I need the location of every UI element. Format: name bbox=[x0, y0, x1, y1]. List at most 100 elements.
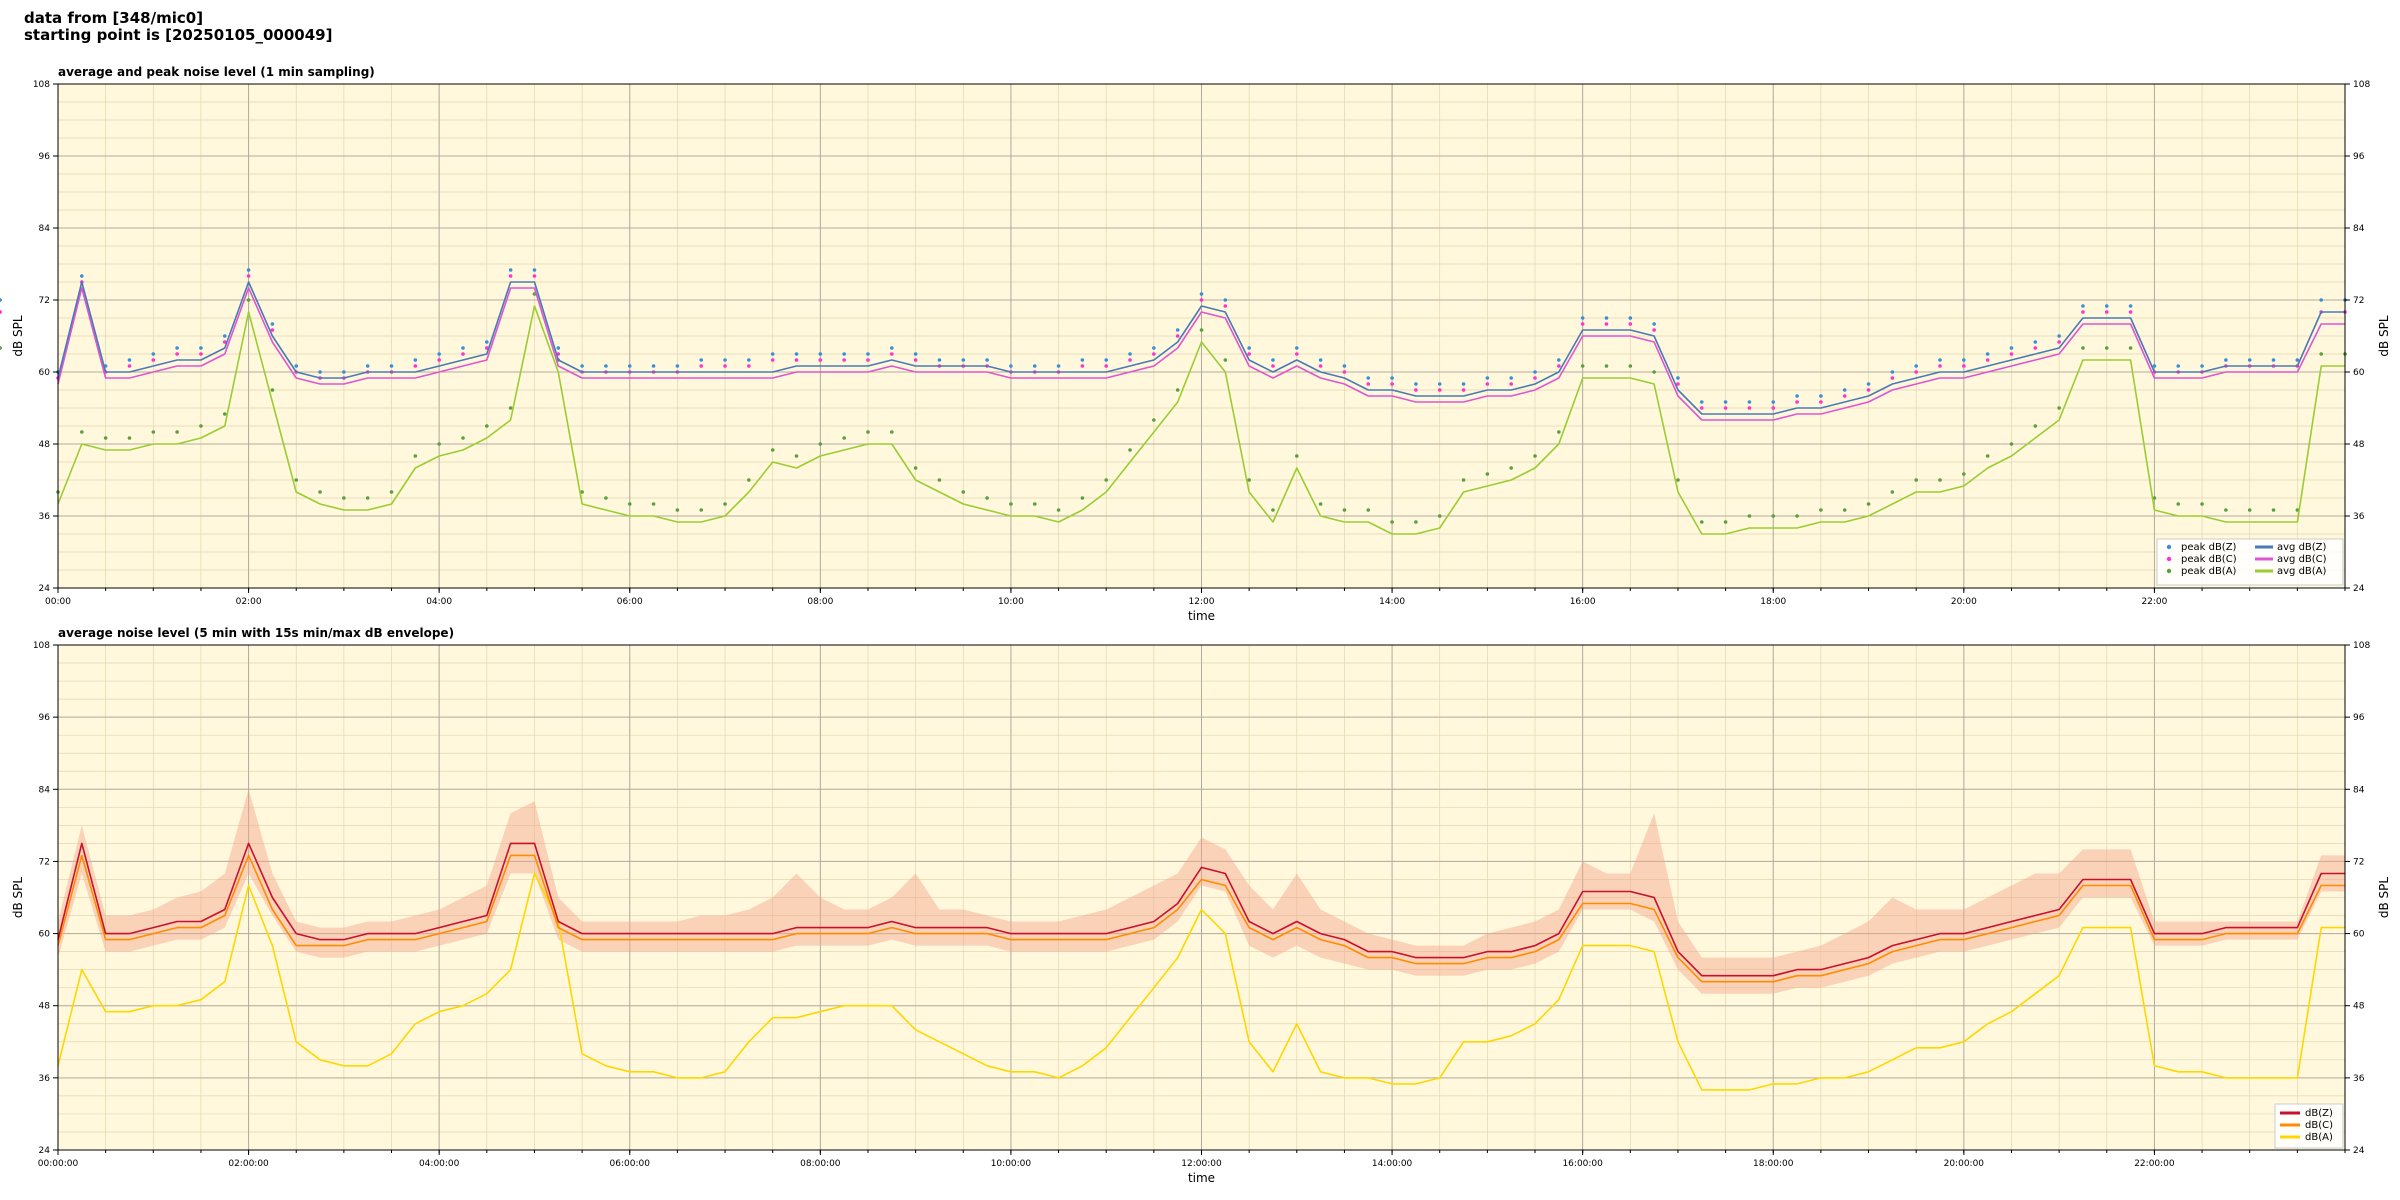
data-point bbox=[246, 268, 251, 272]
data-point bbox=[1747, 514, 1752, 518]
legend-label: avg dB(C) bbox=[2277, 554, 2327, 565]
data-point bbox=[461, 436, 465, 440]
data-point bbox=[2319, 352, 2323, 356]
data-point bbox=[2081, 304, 2085, 308]
x-tick-label: 14:00 bbox=[1379, 597, 1405, 607]
series-line-avg-db-c- bbox=[57, 287, 2345, 421]
data-point bbox=[270, 388, 275, 392]
series-peak-db-z- bbox=[0, 268, 2347, 404]
data-point bbox=[1580, 364, 1585, 368]
y-tick-label: 36 bbox=[2353, 1074, 2365, 1084]
data-point bbox=[1461, 382, 1466, 386]
data-point bbox=[246, 298, 251, 302]
data-point bbox=[437, 358, 441, 362]
data-point bbox=[2081, 310, 2085, 314]
series-line-db-z- bbox=[57, 842, 2345, 977]
data-point bbox=[890, 430, 894, 434]
data-point bbox=[890, 352, 894, 356]
data-point bbox=[437, 442, 441, 446]
data-point bbox=[1771, 400, 1776, 404]
data-point bbox=[1128, 448, 1132, 452]
data-point bbox=[699, 508, 704, 512]
data-point bbox=[818, 352, 823, 356]
data-point bbox=[1485, 382, 1490, 386]
data-point bbox=[1485, 376, 1490, 380]
data-point bbox=[0, 346, 2, 350]
data-point bbox=[318, 490, 322, 494]
y-tick-label: 84 bbox=[39, 224, 51, 234]
data-point bbox=[1128, 358, 1132, 362]
data-point bbox=[604, 496, 608, 500]
data-point bbox=[627, 502, 632, 506]
data-point bbox=[270, 322, 275, 326]
data-point bbox=[1294, 352, 1299, 356]
y-axis-label-right: dB SPL bbox=[2377, 877, 2391, 919]
x-tick-label: 14:00:00 bbox=[1372, 1159, 1413, 1169]
data-point bbox=[1461, 388, 1466, 392]
data-point bbox=[651, 502, 656, 506]
data-point bbox=[1866, 382, 1871, 386]
data-point bbox=[2295, 358, 2300, 362]
data-point bbox=[723, 502, 727, 506]
data-point bbox=[2271, 358, 2276, 362]
data-point bbox=[246, 274, 251, 278]
y-tick-label: 108 bbox=[2353, 80, 2370, 90]
data-point bbox=[2271, 508, 2276, 512]
peak-average-chart: 24 24 36 36 48 48 60 60 72 72 84 84 96 96 108 108 00:00 0… bbox=[0, 65, 2391, 623]
data-point bbox=[2176, 502, 2181, 506]
data-point bbox=[1342, 370, 1347, 374]
x-tick-label: 20:00 bbox=[1951, 597, 1977, 607]
data-point bbox=[1842, 508, 1847, 512]
start-point-line: starting point is [20250105_000049] bbox=[24, 26, 333, 44]
data-point bbox=[1366, 508, 1371, 512]
data-point bbox=[1104, 478, 1109, 482]
data-point bbox=[1985, 358, 1990, 362]
data-point bbox=[2152, 496, 2157, 500]
y-tick-label: 84 bbox=[2353, 224, 2365, 234]
source-line: data from [348/mic0] bbox=[24, 9, 204, 27]
data-point bbox=[2224, 358, 2228, 362]
data-point bbox=[1866, 502, 1871, 506]
data-point bbox=[1056, 508, 1061, 512]
chart-title: average and peak noise level (1 min samp… bbox=[58, 65, 375, 79]
x-tick-label: 06:00 bbox=[617, 597, 643, 607]
data-point bbox=[342, 370, 346, 374]
data-point bbox=[1152, 418, 1156, 422]
y-tick-label: 24 bbox=[2353, 584, 2365, 594]
data-point bbox=[0, 298, 2, 302]
y-tick-label: 36 bbox=[39, 512, 51, 522]
data-point bbox=[461, 352, 465, 356]
data-point bbox=[723, 358, 727, 362]
data-point bbox=[2247, 508, 2252, 512]
data-point bbox=[842, 352, 846, 356]
data-point bbox=[1723, 520, 1728, 524]
data-point bbox=[1747, 406, 1752, 410]
data-point bbox=[818, 358, 823, 362]
data-point bbox=[2057, 340, 2061, 344]
minmax-envelope bbox=[58, 789, 2345, 994]
data-point bbox=[1437, 382, 1442, 386]
data-point bbox=[2200, 502, 2204, 506]
data-point bbox=[985, 496, 989, 500]
data-point bbox=[1032, 364, 1037, 368]
data-point bbox=[413, 364, 418, 368]
data-point bbox=[1557, 364, 1561, 368]
data-point bbox=[1223, 304, 1228, 308]
y-tick-label: 36 bbox=[2353, 512, 2365, 522]
legend-label: peak dB(C) bbox=[2181, 554, 2237, 565]
data-point bbox=[1509, 382, 1513, 386]
data-point bbox=[1676, 382, 1680, 386]
data-point bbox=[508, 274, 513, 278]
data-point bbox=[1795, 400, 1799, 404]
data-point bbox=[1390, 376, 1394, 380]
data-point bbox=[794, 454, 799, 458]
data-point bbox=[794, 352, 799, 356]
data-point bbox=[2176, 364, 2181, 368]
data-point bbox=[2247, 358, 2252, 362]
data-point bbox=[2104, 304, 2109, 308]
legend-label: dB(Z) bbox=[2305, 1108, 2333, 1119]
data-point bbox=[2057, 406, 2061, 410]
data-point bbox=[2033, 346, 2038, 350]
data-point bbox=[1819, 394, 1823, 398]
data-point bbox=[413, 454, 418, 458]
